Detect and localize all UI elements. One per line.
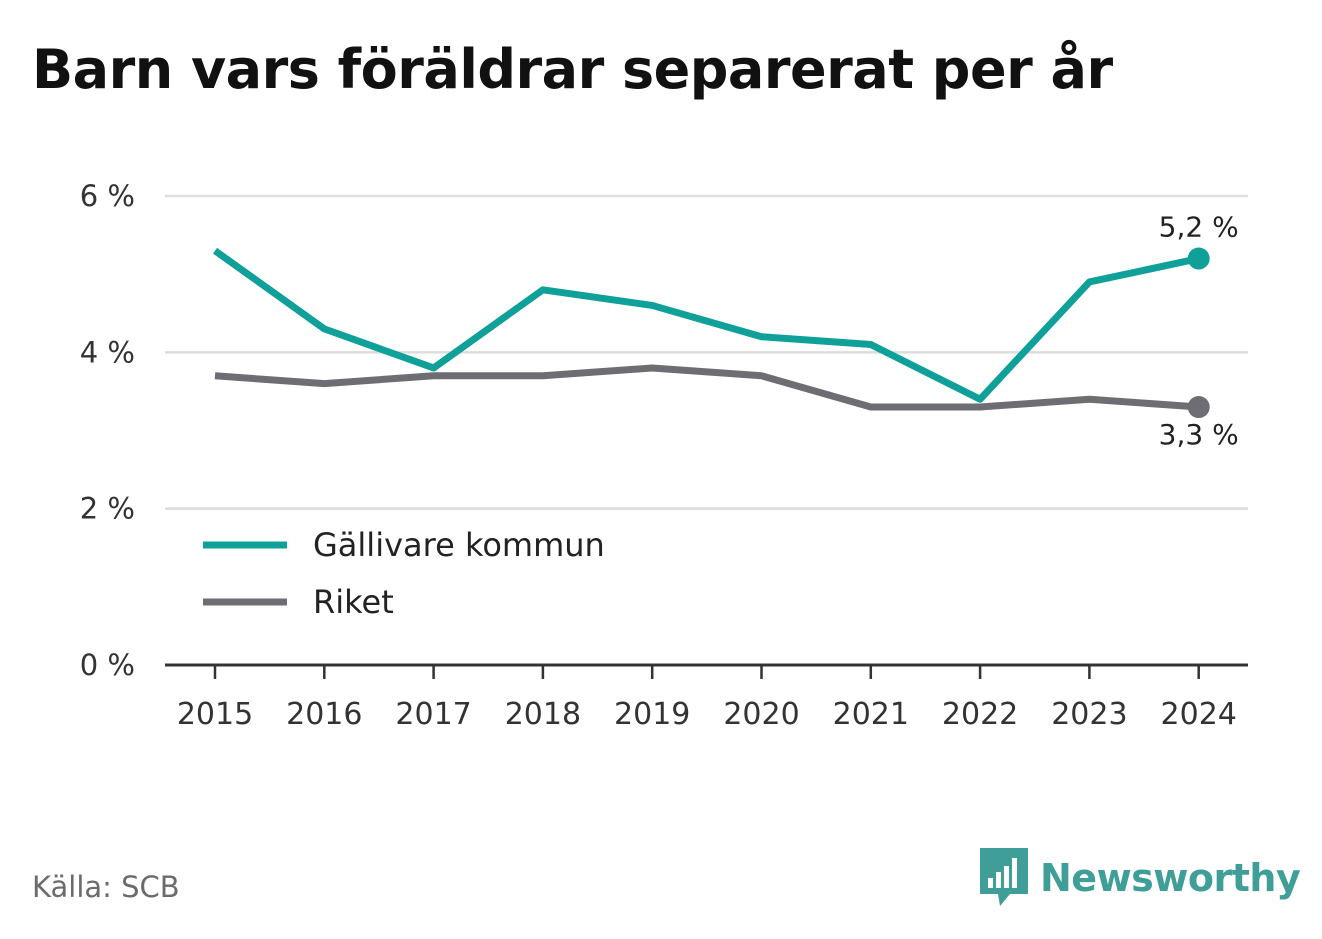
series-end-point-2 [1187, 396, 1210, 419]
x-tick-label: 2016 [286, 697, 362, 732]
series-lines [212, 247, 1210, 419]
y-tick-label: 6 % [80, 179, 135, 213]
y-tick-label: 0 % [80, 648, 135, 682]
x-tick-label: 2018 [505, 697, 581, 732]
series-line-1 [212, 247, 1200, 403]
legend-label: Riket [313, 583, 394, 621]
source-note: Källa: SCB [32, 870, 180, 904]
x-tick-label: 2020 [723, 697, 799, 732]
series-end-point-1 [1187, 247, 1210, 270]
y-axis-ticks: 0 % 2 % 4 % 6 % [80, 179, 135, 682]
legend: Gällivare kommun Riket [203, 526, 605, 621]
end-value-label: 5,2 % [1159, 211, 1239, 244]
x-tick-label: 2024 [1161, 697, 1237, 732]
end-labels: 5,2 % 3,3 % [1159, 211, 1239, 452]
newsworthy-logo-icon [980, 848, 1028, 906]
x-tick-label: 2023 [1051, 697, 1127, 732]
y-tick-label: 4 % [80, 335, 135, 369]
x-tick-label: 2022 [942, 697, 1018, 732]
series-line-2 [214, 364, 1199, 411]
x-axis: 2015 2016 2017 2018 2019 2020 2021 2022 2023 2024 [165, 663, 1248, 732]
x-tick-label: 2015 [177, 697, 253, 732]
chart-title: Barn vars föräldrar separerat per år [32, 38, 1113, 101]
grid-lines [165, 194, 1248, 510]
brand-logo: Newsworthy [980, 848, 1301, 908]
x-tick-label: 2021 [833, 697, 909, 732]
x-tick-label: 2019 [614, 697, 690, 732]
legend-label: Gällivare kommun [313, 526, 605, 564]
brand-name: Newsworthy [1040, 856, 1301, 900]
end-value-label: 3,3 % [1159, 418, 1239, 451]
y-tick-label: 2 % [80, 492, 135, 526]
x-tick-label: 2017 [395, 697, 471, 732]
